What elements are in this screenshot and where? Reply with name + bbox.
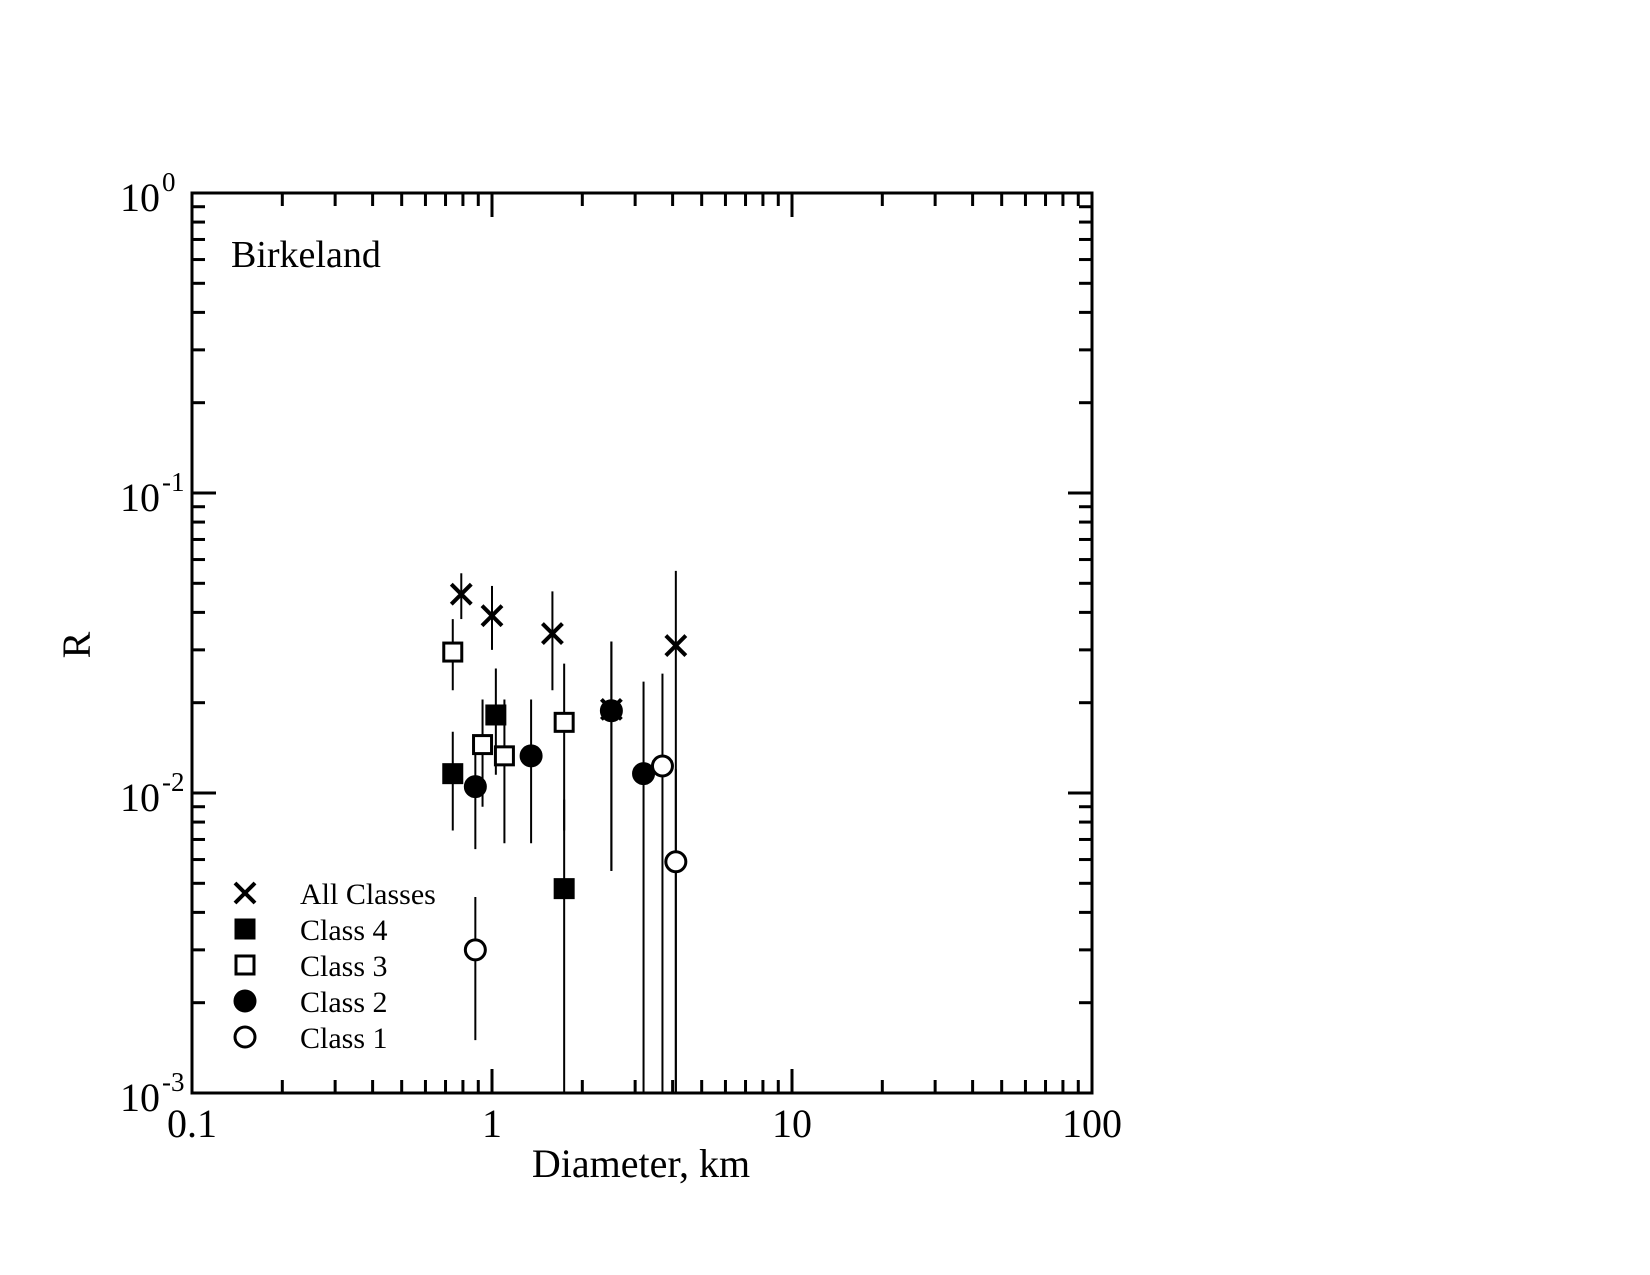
point-all-classes-stroke (664, 634, 688, 658)
point-class-1 (463, 938, 487, 962)
x-tick-label: 0.1 (167, 1101, 217, 1146)
legend-marker-class-4 (234, 918, 256, 940)
x-tick-label: 100 (1062, 1101, 1122, 1146)
point-all-classes (541, 622, 564, 645)
point-all-classes-stroke (480, 604, 504, 628)
point-class-2 (463, 775, 487, 799)
point-all-classes (480, 604, 504, 628)
x-axis-label: Diameter, km (532, 1141, 750, 1186)
legend-label-class-2: Class 2 (300, 986, 388, 1019)
legend-label-class-4: Class 4 (300, 914, 388, 947)
chart-title: Birkeland (231, 234, 381, 276)
point-class-2 (519, 744, 543, 768)
point-all-classes-stroke (541, 622, 564, 645)
legend-label-class-3: Class 3 (300, 950, 388, 983)
y-axis-label: R (54, 631, 99, 658)
x-tick-label: 1 (482, 1101, 502, 1146)
point-class-4 (442, 763, 464, 785)
x-tick-label: 10 (772, 1101, 812, 1146)
legend-marker-class-2 (233, 989, 257, 1013)
legend-label-class-1: Class 1 (300, 1022, 388, 1055)
point-class-4 (485, 704, 507, 726)
y-tick-label-exponent: 0 (162, 167, 176, 197)
y-tick-label-exponent: -3 (162, 1067, 185, 1097)
point-class-1 (664, 850, 688, 874)
legend-marker-class-1 (233, 1025, 257, 1049)
y-tick-label-exponent: -1 (162, 467, 185, 497)
legend-label-all-classes: All Classes (300, 878, 436, 911)
plot-frame (190, 191, 1094, 1095)
legend-marker-all-classes-stroke (233, 881, 257, 905)
y-tick-label: 10 (120, 1075, 160, 1120)
point-class-3 (442, 641, 464, 663)
error-bars (451, 570, 677, 1093)
point-all-classes (664, 634, 688, 658)
point-all-classes-stroke (449, 582, 473, 606)
y-tick-label: 10 (120, 775, 160, 820)
point-class-3 (493, 745, 515, 767)
point-class-4 (553, 878, 575, 900)
point-all-classes (449, 582, 473, 606)
point-class-3 (553, 711, 575, 733)
point-class-2 (599, 699, 623, 723)
y-tick-label-exponent: -2 (162, 767, 185, 797)
y-tick-label: 10 (120, 475, 160, 520)
y-tick-label: 10 (120, 175, 160, 220)
point-class-3 (472, 734, 494, 756)
data-markers (442, 582, 688, 962)
point-class-2 (632, 762, 656, 786)
point-class-1 (650, 754, 674, 778)
legend-marker-class-3 (234, 954, 256, 976)
legend-marker-all-classes (233, 881, 257, 905)
